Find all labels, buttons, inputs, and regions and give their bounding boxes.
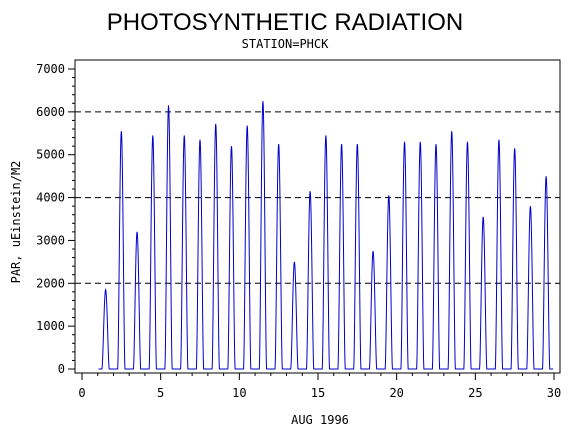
y-tick-label: 3000 [36, 233, 65, 247]
x-tick-label: 30 [547, 386, 561, 400]
y-tick-label: 1000 [36, 319, 65, 333]
x-tick-label: 5 [157, 386, 164, 400]
y-tick-label: 2000 [36, 276, 65, 290]
x-axis: 0 5 10 15 20 25 30 [78, 373, 561, 400]
plot-frame [74, 59, 561, 374]
x-tick-label: 10 [232, 386, 246, 400]
x-tick-label: 25 [468, 386, 482, 400]
y-tick-label: 6000 [36, 105, 65, 119]
series [98, 101, 554, 370]
y-tick-label: 5000 [36, 148, 65, 162]
reference-lines [75, 111, 560, 284]
x-tick-label: 15 [311, 386, 325, 400]
y-tick-label: 0 [58, 362, 65, 376]
par-series-line [98, 101, 554, 370]
y-axis-label: PAR, uEinstein/M2 [9, 161, 23, 284]
y-axis: 0 1000 2000 3000 4000 5000 6000 7000 [36, 62, 75, 376]
x-tick-label: 20 [389, 386, 403, 400]
y-tick-label: 4000 [36, 191, 65, 205]
x-axis-label: AUG 1996 [291, 413, 349, 427]
x-tick-label: 0 [78, 386, 85, 400]
chart-subtitle: STATION=PHCK [242, 37, 329, 51]
y-tick-label: 7000 [36, 62, 65, 76]
chart-title: PHOTOSYNTHETIC RADIATION [107, 9, 463, 36]
